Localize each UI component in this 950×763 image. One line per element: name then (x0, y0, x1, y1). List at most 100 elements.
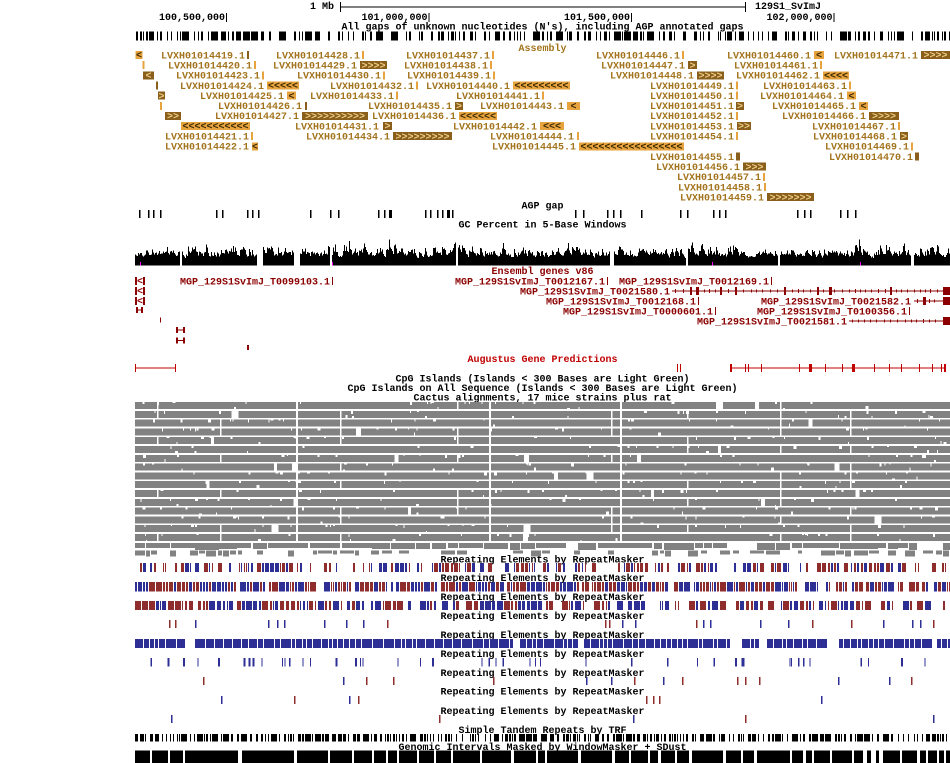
svg-text:LVXH01014468.1: LVXH01014468.1 (813, 133, 897, 144)
svg-text:LVXH01014426.1: LVXH01014426.1 (218, 102, 302, 113)
svg-text:LVXH01014435.1: LVXH01014435.1 (368, 102, 452, 113)
svg-text:>: > (689, 61, 695, 72)
svg-text:<: < (570, 102, 576, 113)
svg-text:Assembly: Assembly (518, 43, 566, 55)
svg-text:LVXH01014423.1: LVXH01014423.1 (176, 72, 260, 83)
svg-text:LVXH01014438.1: LVXH01014438.1 (404, 62, 488, 73)
svg-text:Simple Tandem Repeats by TRF: Simple Tandem Repeats by TRF (458, 725, 626, 737)
svg-text:>>>>>>>>>: >>>>>>>>> (395, 132, 449, 143)
svg-text:LVXH01014436.1: LVXH01014436.1 (372, 112, 456, 123)
svg-text:LVXH01014442.1: LVXH01014442.1 (453, 122, 537, 133)
svg-text:<<<<<<<<<<<<<<<<<: <<<<<<<<<<<<<<<<< (580, 143, 682, 154)
svg-text:MGP_129S1SvImJ_T0099103.1: MGP_129S1SvImJ_T0099103.1 (180, 277, 330, 288)
svg-text:>>>: >>> (745, 163, 763, 174)
svg-text:<<<<<: <<<<< (268, 82, 298, 93)
svg-text:<: < (860, 102, 866, 113)
svg-text:LVXH01014457.1: LVXH01014457.1 (677, 173, 761, 184)
svg-text:LVXH01014456.1: LVXH01014456.1 (656, 163, 740, 174)
svg-text:LVXH01014450.1: LVXH01014450.1 (650, 92, 734, 103)
svg-text:LVXH01014449.1: LVXH01014449.1 (650, 82, 734, 93)
svg-text:>: > (384, 122, 390, 133)
svg-text:MGP_129S1SvImJ_T0000601.1: MGP_129S1SvImJ_T0000601.1 (563, 307, 713, 318)
svg-text:<: < (137, 277, 143, 288)
svg-text:Repeating Elements by RepeatMa: Repeating Elements by RepeatMasker (440, 573, 644, 585)
svg-text:LVXH01014427.1: LVXH01014427.1 (215, 112, 299, 123)
svg-text:LVXH01014466.1: LVXH01014466.1 (782, 112, 866, 123)
svg-text:LVXH01014422.1: LVXH01014422.1 (165, 143, 249, 154)
svg-text:LVXH01014459.1: LVXH01014459.1 (680, 193, 764, 204)
svg-text:>>: >> (167, 112, 179, 123)
svg-text:Augustus Gene Predictions: Augustus Gene Predictions (467, 354, 617, 366)
svg-text:>>>>: >>>> (923, 51, 947, 62)
svg-text:LVXH01014469.1: LVXH01014469.1 (825, 143, 909, 154)
svg-text:Repeating Elements by RepeatMa: Repeating Elements by RepeatMasker (440, 554, 644, 566)
svg-text:Repeating Elements by RepeatMa: Repeating Elements by RepeatMasker (440, 686, 644, 698)
svg-text:Ensembl genes v86: Ensembl genes v86 (491, 266, 593, 278)
svg-text:>: > (901, 132, 907, 143)
svg-text:AGP gap: AGP gap (521, 201, 563, 212)
svg-text:MGP_129S1SvImJ_T0100356.1: MGP_129S1SvImJ_T0100356.1 (757, 307, 907, 318)
svg-text:LVXH01014440.1: LVXH01014440.1 (426, 82, 510, 93)
svg-text:LVXH01014465.1: LVXH01014465.1 (772, 102, 856, 113)
svg-text:<<<<<<<<<: <<<<<<<<< (514, 82, 568, 93)
svg-text:LVXH01014461.1: LVXH01014461.1 (734, 62, 818, 73)
svg-text:LVXH01014460.1: LVXH01014460.1 (727, 51, 811, 62)
svg-text:LVXH01014428.1: LVXH01014428.1 (276, 51, 360, 62)
svg-text:LVXH01014431.1: LVXH01014431.1 (295, 122, 379, 133)
svg-text:LVXH01014443.1: LVXH01014443.1 (480, 102, 564, 113)
svg-text:<: < (136, 51, 142, 62)
svg-text:LVXH01014454.1: LVXH01014454.1 (650, 133, 734, 144)
svg-text:101,500,000: 101,500,000 (564, 13, 630, 24)
svg-text:<: < (816, 51, 822, 62)
svg-text:LVXH01014444.1: LVXH01014444.1 (490, 133, 574, 144)
svg-text:Repeating Elements by RepeatMa: Repeating Elements by RepeatMasker (440, 611, 644, 623)
svg-text:LVXH01014462.1: LVXH01014462.1 (736, 72, 820, 83)
svg-text:>: > (158, 92, 164, 103)
svg-text:GC Percent in 5-Base Windows: GC Percent in 5-Base Windows (458, 219, 626, 231)
svg-text:Repeating Elements by RepeatMa: Repeating Elements by RepeatMasker (440, 592, 644, 604)
svg-text:MGP_129S1SvImJ_T0012167.1: MGP_129S1SvImJ_T0012167.1 (455, 277, 605, 288)
svg-text:CpG Islands (Islands < 300 Bas: CpG Islands (Islands < 300 Bases are Lig… (395, 373, 689, 385)
svg-text:LVXH01014471.1: LVXH01014471.1 (834, 51, 918, 62)
svg-text:CpG Islands on All Sequence (I: CpG Islands on All Sequence (Islands < 3… (347, 383, 737, 395)
svg-text:LVXH01014441.1: LVXH01014441.1 (456, 92, 540, 103)
svg-text:>>: >> (738, 122, 750, 133)
svg-text:MGP_129S1SvImJ_T0021582.1: MGP_129S1SvImJ_T0021582.1 (761, 297, 911, 308)
svg-text:LVXH01014447.1: LVXH01014447.1 (601, 62, 685, 73)
svg-text:Cactus alignments, 17 mice str: Cactus alignments, 17 mice strains plus … (413, 392, 671, 404)
svg-text:LVXH01014421.1: LVXH01014421.1 (165, 133, 249, 144)
svg-text:>>>>: >>>> (698, 72, 722, 83)
svg-text:LVXH01014458.1: LVXH01014458.1 (678, 183, 762, 194)
svg-text:<: < (288, 92, 294, 103)
svg-text:101,000,000: 101,000,000 (361, 13, 427, 24)
svg-text:LVXH01014463.1: LVXH01014463.1 (763, 82, 847, 93)
svg-text:LVXH01014464.1: LVXH01014464.1 (760, 92, 844, 103)
svg-text:MGP_129S1SvImJ_T0021580.1: MGP_129S1SvImJ_T0021580.1 (520, 287, 670, 298)
svg-text:102,000,000: 102,000,000 (766, 13, 832, 24)
svg-text:LVXH01014439.1: LVXH01014439.1 (407, 72, 491, 83)
svg-text:<: < (848, 92, 854, 103)
svg-text:LVXH01014446.1: LVXH01014446.1 (596, 51, 680, 62)
svg-text:LVXH01014430.1: LVXH01014430.1 (297, 72, 381, 83)
svg-text:All gaps of unknown nucleotide: All gaps of unknown nucleotides (N's), i… (341, 22, 743, 34)
svg-text:<<<<: <<<< (824, 72, 848, 83)
svg-text:LVXH01014429.1: LVXH01014429.1 (273, 62, 357, 73)
svg-text:<<<<<<: <<<<<< (460, 112, 496, 123)
svg-text:>>>>: >>>> (872, 112, 896, 123)
svg-text:Repeating Elements by RepeatMa: Repeating Elements by RepeatMasker (440, 706, 644, 718)
svg-text:<<<: <<< (543, 122, 561, 133)
svg-text:129S1_SvImJ: 129S1_SvImJ (755, 2, 821, 13)
svg-text:MGP_129S1SvImJ_T0012169.1: MGP_129S1SvImJ_T0012169.1 (619, 277, 769, 288)
svg-text:Repeating Elements by RepeatMa: Repeating Elements by RepeatMasker (440, 630, 644, 642)
svg-text:LVXH01014419.1: LVXH01014419.1 (161, 51, 245, 62)
svg-text:>: > (737, 102, 743, 113)
svg-text:LVXH01014455.1: LVXH01014455.1 (650, 153, 734, 164)
svg-text:LVXH01014445.1: LVXH01014445.1 (492, 143, 576, 154)
svg-text:LVXH01014437.1: LVXH01014437.1 (406, 51, 490, 62)
svg-text:>>>>>>>>>>: >>>>>>>>>> (305, 112, 365, 123)
svg-text:Repeating Elements by RepeatMa: Repeating Elements by RepeatMasker (440, 649, 644, 661)
svg-text:>>>>>>>: >>>>>>> (769, 193, 811, 204)
svg-text:<<<<<<<<<<<: <<<<<<<<<<< (182, 122, 248, 133)
svg-text:LVXH01014448.1: LVXH01014448.1 (610, 72, 694, 83)
svg-text:MGP_129S1SvImJ_T0012168.1: MGP_129S1SvImJ_T0012168.1 (546, 297, 696, 308)
